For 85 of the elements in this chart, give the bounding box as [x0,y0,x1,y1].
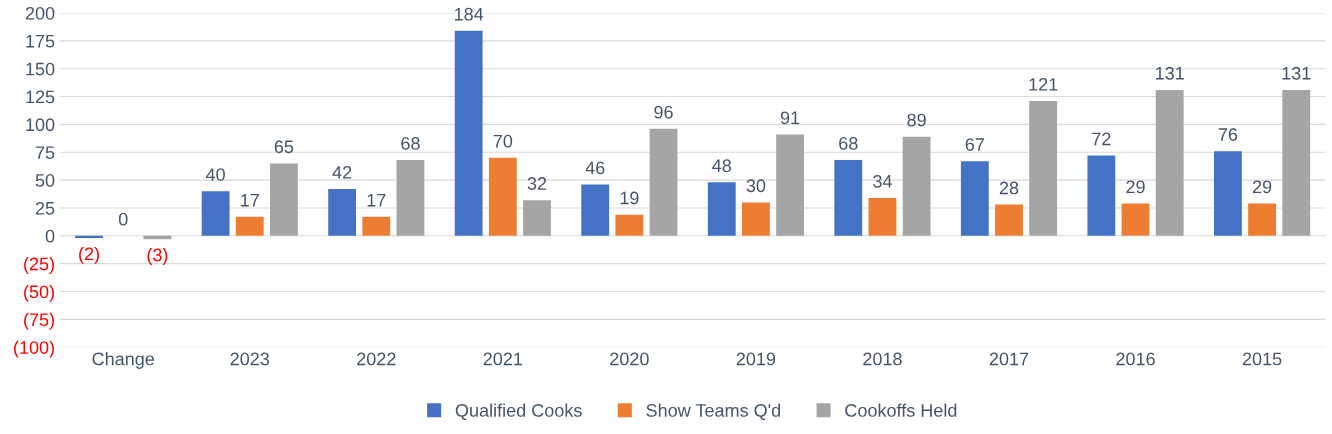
y-tick-label: 150 [26,62,55,76]
data-label: 67 [965,138,984,151]
bar [523,200,551,236]
bar [454,30,483,236]
bar [834,160,863,236]
data-label: 68 [401,137,420,150]
data-label: 65 [274,140,294,154]
legend-label: Cookoffs Held [845,403,957,417]
bar [235,216,264,236]
bar [488,157,517,236]
x-tick-label: 2023 [230,352,270,366]
bar [741,202,770,236]
data-label: 42 [332,165,352,179]
y-tick-label: 100 [26,118,55,132]
y-tick-label: 125 [26,90,55,104]
data-label: 17 [241,194,259,207]
bar [1029,101,1058,236]
bar [1248,203,1276,236]
data-label: (3) [147,248,168,265]
bar [143,235,172,240]
data-label: 184 [454,7,484,21]
y-tick-label: 175 [26,34,55,48]
data-label: 29 [1126,180,1145,194]
data-label: 72 [1092,132,1111,146]
data-label: 96 [654,105,673,119]
bar [201,191,230,236]
legend-label: Qualified Cooks [455,403,582,421]
bar [1213,151,1242,236]
bar [615,214,644,236]
bar [362,216,391,236]
y-tick-label: 75 [35,146,55,159]
y-tick-label: 0 [45,229,55,243]
x-tick-label: 2017 [989,352,1029,366]
y-tick-label: 200 [25,6,55,20]
x-tick-label: 2018 [863,352,902,366]
y-tick-label: (50) [24,284,54,302]
data-label: 29 [1252,180,1272,194]
data-label: 131 [1156,66,1184,80]
data-label: 89 [907,113,926,127]
bar [328,189,357,236]
x-tick-label: 2020 [610,352,649,366]
y-tick-label: 25 [35,201,55,215]
x-tick-label: 2021 [483,352,523,366]
x-tick-label: 2022 [357,352,396,366]
bar [995,204,1023,236]
bar [1282,89,1311,236]
bar [1121,203,1150,236]
y-tick-label: (75) [24,312,54,330]
bar [75,235,103,239]
x-tick-label: 2019 [736,352,776,366]
data-label: 91 [780,111,800,125]
bar [776,134,804,236]
data-label: 48 [712,159,731,173]
bar [649,128,678,236]
data-label: 0 [118,212,128,226]
bar [270,163,298,236]
bar [581,184,610,236]
data-label: 46 [585,161,605,175]
data-label: 28 [999,181,1019,195]
bar [1087,155,1116,236]
x-tick-label: 2015 [1242,352,1282,366]
bar [960,161,989,236]
bar [902,136,931,236]
bar [396,160,425,236]
bar [868,197,897,236]
x-tick-label: 2016 [1116,352,1155,366]
data-label: (2) [79,246,99,264]
data-label: 121 [1029,77,1058,91]
data-label: 17 [367,194,386,207]
data-label: 76 [1218,128,1238,141]
y-tick-label: (100) [14,340,54,358]
y-tick-label: (25) [24,257,54,274]
bar [1155,89,1184,236]
x-tick-label: Change [92,352,155,369]
data-label: 34 [873,174,892,188]
data-label: 30 [746,179,766,193]
data-label: 70 [493,134,513,148]
data-label: 19 [620,191,639,205]
legend-label: Show Teams Q'd [646,403,780,421]
y-tick-label: 50 [35,174,55,187]
bar [707,182,736,236]
data-label: 131 [1282,66,1311,80]
data-label: 32 [527,177,547,190]
data-label: 68 [839,137,858,150]
data-label: 40 [205,168,225,181]
